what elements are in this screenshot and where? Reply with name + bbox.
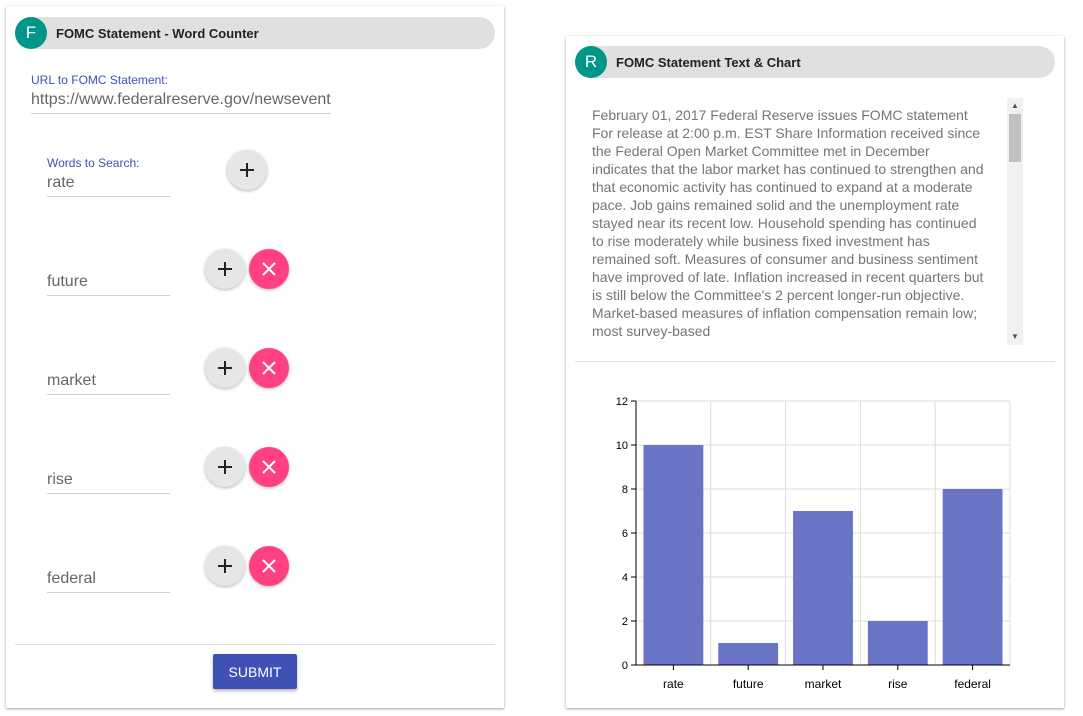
word-input-rate[interactable]: rate bbox=[47, 174, 75, 191]
remove-word-button[interactable] bbox=[249, 348, 289, 388]
word-underline bbox=[47, 493, 170, 494]
remove-word-button[interactable] bbox=[249, 546, 289, 586]
y-tick-label: 4 bbox=[622, 572, 628, 584]
plus-icon bbox=[218, 361, 232, 375]
scrollbar[interactable]: ▲ ▼ bbox=[1007, 98, 1023, 345]
url-input[interactable]: https://www.federalreserve.gov/newsevent… bbox=[31, 91, 331, 108]
plus-icon bbox=[218, 559, 232, 573]
bar-federal bbox=[942, 489, 1003, 665]
word-input-rise[interactable]: rise bbox=[47, 471, 73, 488]
word-input-market[interactable]: market bbox=[47, 372, 96, 389]
word-underline bbox=[47, 295, 170, 296]
bar-future bbox=[718, 643, 779, 665]
word-counter-card: F FOMC Statement - Word Counter URL to F… bbox=[6, 6, 504, 708]
word-input-federal[interactable]: federal bbox=[47, 570, 96, 587]
add-word-button[interactable] bbox=[205, 447, 245, 487]
word-count-chart: 0 2 4 6 8 10 12 rate future market rise federal bbox=[616, 396, 1011, 691]
x-tick-label: future bbox=[733, 677, 764, 691]
avatar: R bbox=[575, 46, 607, 78]
word-underline bbox=[47, 196, 170, 197]
avatar: F bbox=[15, 17, 47, 49]
close-icon bbox=[262, 361, 276, 375]
add-word-button[interactable] bbox=[227, 150, 267, 190]
card-header: R FOMC Statement Text & Chart bbox=[575, 46, 1055, 78]
bar-rise bbox=[867, 621, 928, 665]
url-underline bbox=[31, 113, 331, 114]
card-title: FOMC Statement - Word Counter bbox=[56, 25, 259, 41]
triangle-down-icon[interactable]: ▼ bbox=[1011, 332, 1019, 341]
y-tick-label: 8 bbox=[622, 484, 628, 496]
bar-rate bbox=[643, 445, 704, 665]
plus-icon bbox=[218, 262, 232, 276]
x-tick-label: rate bbox=[663, 677, 684, 691]
x-tick-label: federal bbox=[954, 677, 991, 691]
x-tick-label: market bbox=[805, 677, 842, 691]
close-icon bbox=[262, 559, 276, 573]
word-underline bbox=[47, 592, 170, 593]
remove-word-button[interactable] bbox=[249, 447, 289, 487]
add-word-button[interactable] bbox=[205, 546, 245, 586]
statement-text: February 01, 2017 Federal Reserve issues… bbox=[592, 107, 984, 339]
plus-icon bbox=[240, 163, 254, 177]
y-tick-label: 12 bbox=[616, 396, 628, 408]
y-tick-label: 0 bbox=[622, 660, 628, 672]
plus-icon bbox=[218, 460, 232, 474]
add-word-button[interactable] bbox=[205, 348, 245, 388]
x-tick-label: rise bbox=[888, 677, 908, 691]
add-word-button[interactable] bbox=[205, 249, 245, 289]
close-icon bbox=[262, 262, 276, 276]
url-label: URL to FOMC Statement: bbox=[31, 73, 168, 87]
card-header: F FOMC Statement - Word Counter bbox=[15, 17, 495, 49]
remove-word-button[interactable] bbox=[249, 249, 289, 289]
y-tick-label: 10 bbox=[616, 440, 628, 452]
bar-market bbox=[793, 511, 853, 665]
submit-button[interactable]: SUBMIT bbox=[213, 654, 297, 689]
triangle-up-icon[interactable]: ▲ bbox=[1011, 101, 1019, 110]
word-input-future[interactable]: future bbox=[47, 273, 88, 290]
card-title: FOMC Statement Text & Chart bbox=[616, 54, 801, 70]
divider bbox=[575, 361, 1055, 362]
word-underline bbox=[47, 394, 170, 395]
close-icon bbox=[262, 460, 276, 474]
divider bbox=[15, 644, 495, 645]
words-label: Words to Search: bbox=[47, 156, 140, 170]
statement-chart-card: R FOMC Statement Text & Chart February 0… bbox=[566, 36, 1064, 708]
y-tick-label: 6 bbox=[622, 528, 628, 540]
y-tick-label: 2 bbox=[622, 616, 628, 628]
scroll-thumb[interactable] bbox=[1009, 114, 1021, 162]
